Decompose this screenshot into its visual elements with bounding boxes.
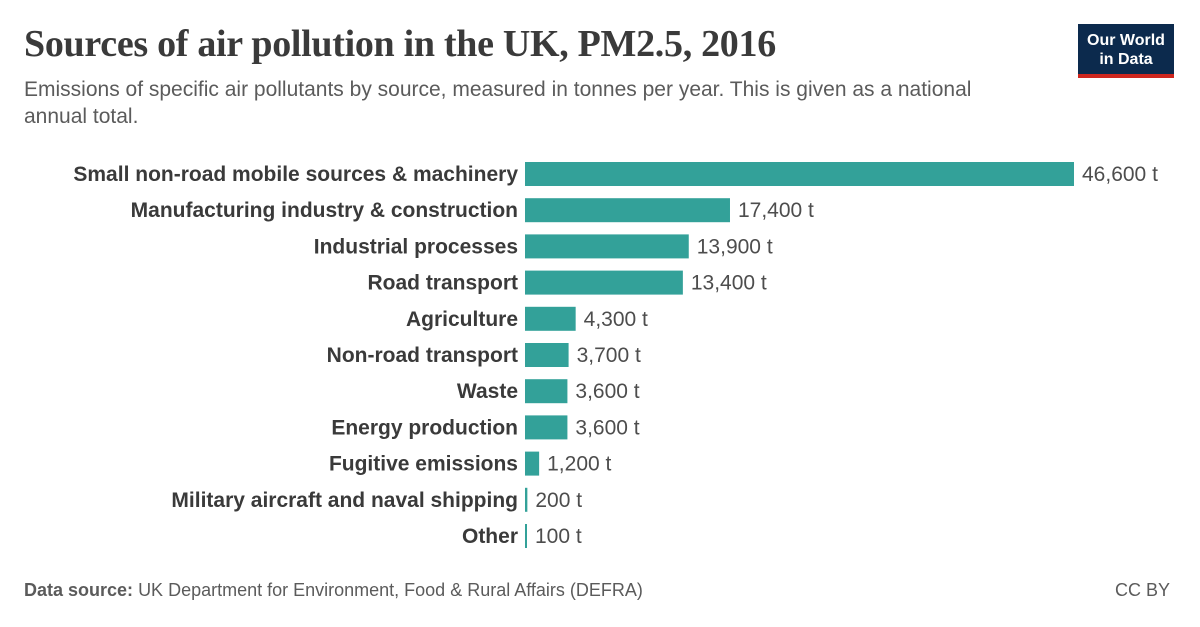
value-label: 17,400 t xyxy=(738,199,814,222)
chart-title: Sources of air pollution in the UK, PM2.… xyxy=(24,23,776,65)
category-label: Small non-road mobile sources & machiner… xyxy=(73,163,518,186)
category-label: Industrial processes xyxy=(314,235,518,258)
data-source-label: Data source: xyxy=(24,580,134,600)
category-label: Manufacturing industry & construction xyxy=(131,199,518,222)
category-label: Military aircraft and naval shipping xyxy=(171,489,518,512)
data-source-text[interactable]: UK Department for Environment, Food & Ru… xyxy=(138,580,643,600)
chart-subtitle: Emissions of specific air pollutants by … xyxy=(24,78,972,128)
value-label: 4,300 t xyxy=(584,308,648,331)
value-label: 200 t xyxy=(535,489,582,512)
value-label: 13,400 t xyxy=(691,272,767,295)
bar[interactable] xyxy=(525,524,527,548)
value-label: 46,600 t xyxy=(1082,163,1158,186)
value-label: 3,600 t xyxy=(575,416,639,439)
bar[interactable] xyxy=(525,487,528,512)
bar[interactable] xyxy=(525,270,683,295)
category-label: Waste xyxy=(457,380,518,403)
category-label: Fugitive emissions xyxy=(329,453,518,476)
category-label: Other xyxy=(462,525,518,548)
bar[interactable] xyxy=(525,343,569,367)
bar[interactable] xyxy=(525,415,568,440)
value-label: 3,600 t xyxy=(575,380,639,403)
bar[interactable] xyxy=(525,198,730,223)
logo-line-2: in Data xyxy=(1099,51,1153,68)
data-source: Data source: UK Department for Environme… xyxy=(24,580,643,601)
value-label: 100 t xyxy=(535,525,582,548)
bar[interactable] xyxy=(525,451,540,476)
bar[interactable] xyxy=(525,379,568,404)
logo-line-1: Our World xyxy=(1087,32,1165,49)
value-label: 3,700 t xyxy=(577,344,641,367)
bar[interactable] xyxy=(525,234,689,259)
category-label: Energy production xyxy=(331,416,518,439)
bar-chart: Small non-road mobile sources & machiner… xyxy=(73,162,1158,548)
value-label: 13,900 t xyxy=(697,235,773,258)
value-label: 1,200 t xyxy=(547,453,611,476)
bar[interactable] xyxy=(525,162,1074,186)
category-label: Agriculture xyxy=(406,308,518,331)
license-label[interactable]: CC BY xyxy=(1114,580,1170,600)
bar[interactable] xyxy=(525,306,576,331)
category-label: Non-road transport xyxy=(327,344,518,367)
category-label: Road transport xyxy=(367,272,518,295)
owid-logo[interactable]: Our World in Data xyxy=(1078,24,1174,78)
